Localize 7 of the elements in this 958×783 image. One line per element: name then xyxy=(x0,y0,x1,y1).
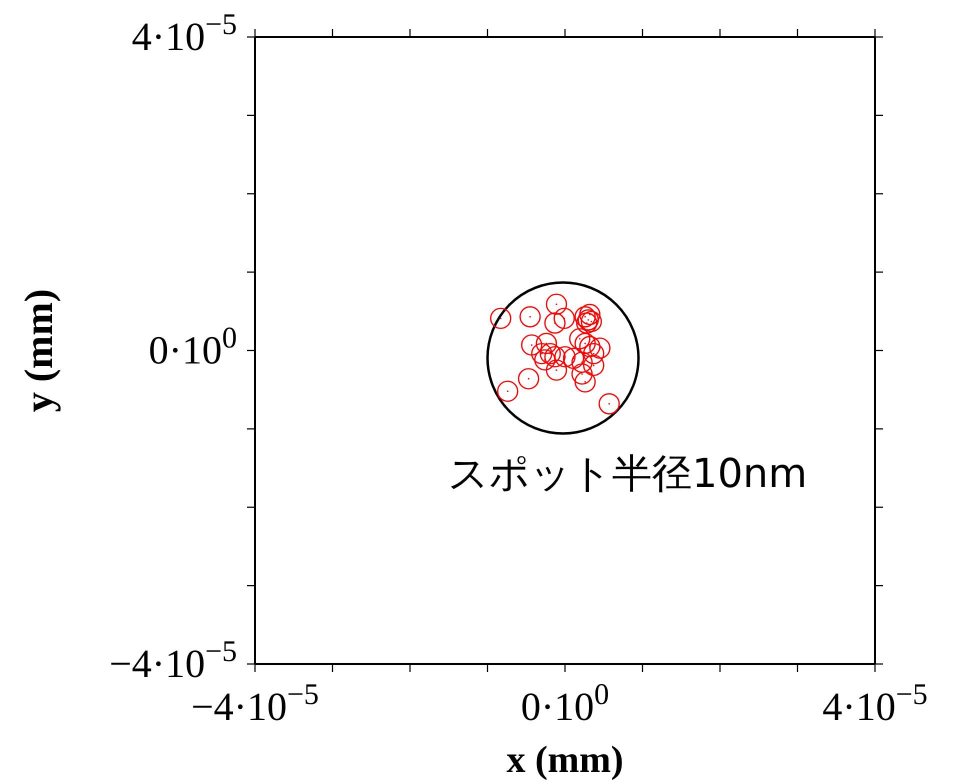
y-axis-title: y (mm) xyxy=(16,288,62,412)
x-tick-label: 4·10$^{−5}$ xyxy=(822,678,928,729)
x-tick-label: 0·10$^{0}$ xyxy=(520,678,610,729)
annotation: スポット半径10nm xyxy=(448,450,808,499)
y-tick-label: 0·10$^{0}$ xyxy=(148,321,237,372)
x-axis-title: x (mm) xyxy=(506,739,624,781)
y-tick-label: 4·10$^{−5}$ xyxy=(132,8,237,59)
